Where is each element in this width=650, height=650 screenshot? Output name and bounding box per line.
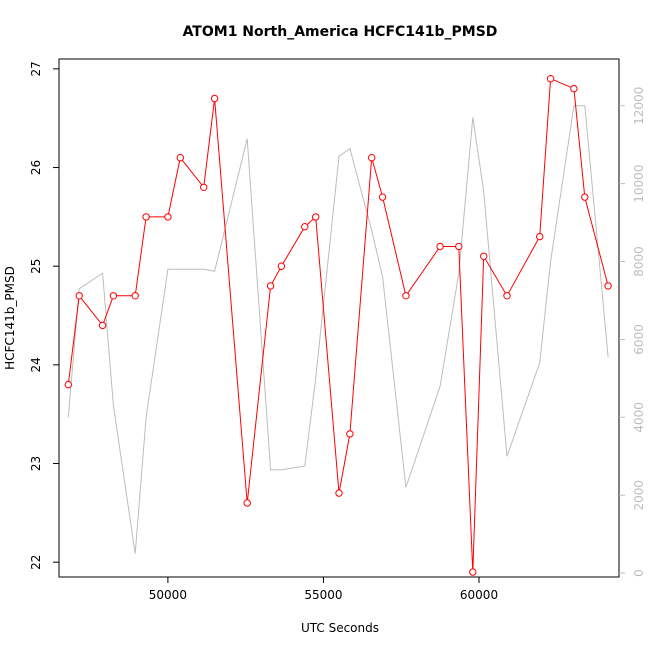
x-tick-label: 60000	[460, 588, 498, 602]
y2-tick-label: 4000	[632, 402, 646, 433]
y2-tick-label: 10000	[632, 165, 646, 203]
data-point	[455, 242, 463, 251]
data-point	[164, 213, 172, 221]
y-tick-label: 24	[29, 357, 43, 372]
y-tick-label: 26	[29, 160, 43, 175]
data-point	[604, 282, 612, 290]
data-point	[312, 213, 320, 221]
y2-tick-label: 2000	[632, 480, 646, 511]
primary-series-line	[67, 77, 609, 573]
data-point	[131, 292, 139, 300]
x-tick-label: 55000	[304, 588, 342, 602]
data-point	[210, 94, 219, 103]
x-tick-label: 50000	[149, 588, 187, 602]
y-tick-label: 23	[29, 456, 43, 471]
data-point	[301, 223, 309, 231]
y-axis-right: 0 2000 4000 6000 8000 10000 12000	[619, 87, 646, 577]
y2-tick-label: 12000	[632, 87, 646, 125]
x-axis-title: UTC Seconds	[301, 621, 379, 635]
data-point	[346, 430, 354, 438]
data-point	[378, 193, 387, 201]
data-point	[200, 183, 208, 192]
data-point	[243, 499, 251, 507]
data-point	[546, 75, 555, 83]
data-point	[469, 568, 477, 576]
x-axis: 50000 55000 60000	[149, 577, 498, 602]
data-point	[480, 252, 488, 260]
y-axis-title: HCFC141b_PMSD	[3, 266, 17, 370]
plot-frame	[58, 58, 620, 578]
data-point	[503, 292, 511, 300]
data-point	[75, 292, 83, 300]
y2-tick-label: 6000	[632, 324, 646, 355]
data-point	[536, 232, 544, 241]
data-point	[335, 489, 343, 497]
data-point	[368, 154, 376, 162]
data-point	[176, 154, 185, 162]
y-axis-left: 22 23 24 25 26 27	[29, 61, 59, 570]
data-point	[402, 292, 410, 300]
y-tick-label: 22	[29, 555, 43, 570]
data-point	[109, 292, 118, 300]
chart-title: ATOM1 North_America HCFC141b_PMSD	[183, 24, 498, 40]
y2-tick-label: 0	[632, 569, 646, 577]
secondary-series-line	[67, 105, 609, 554]
data-point	[436, 242, 444, 251]
data-point	[142, 213, 150, 221]
y-tick-label: 25	[29, 259, 43, 274]
data-point	[98, 321, 107, 330]
data-point	[581, 193, 589, 201]
data-point	[64, 380, 73, 389]
y-tick-label: 27	[29, 61, 43, 76]
y2-tick-label: 8000	[632, 246, 646, 277]
data-point	[277, 262, 286, 270]
data-point	[570, 84, 578, 93]
series-layer	[64, 75, 612, 576]
data-point	[266, 282, 275, 290]
